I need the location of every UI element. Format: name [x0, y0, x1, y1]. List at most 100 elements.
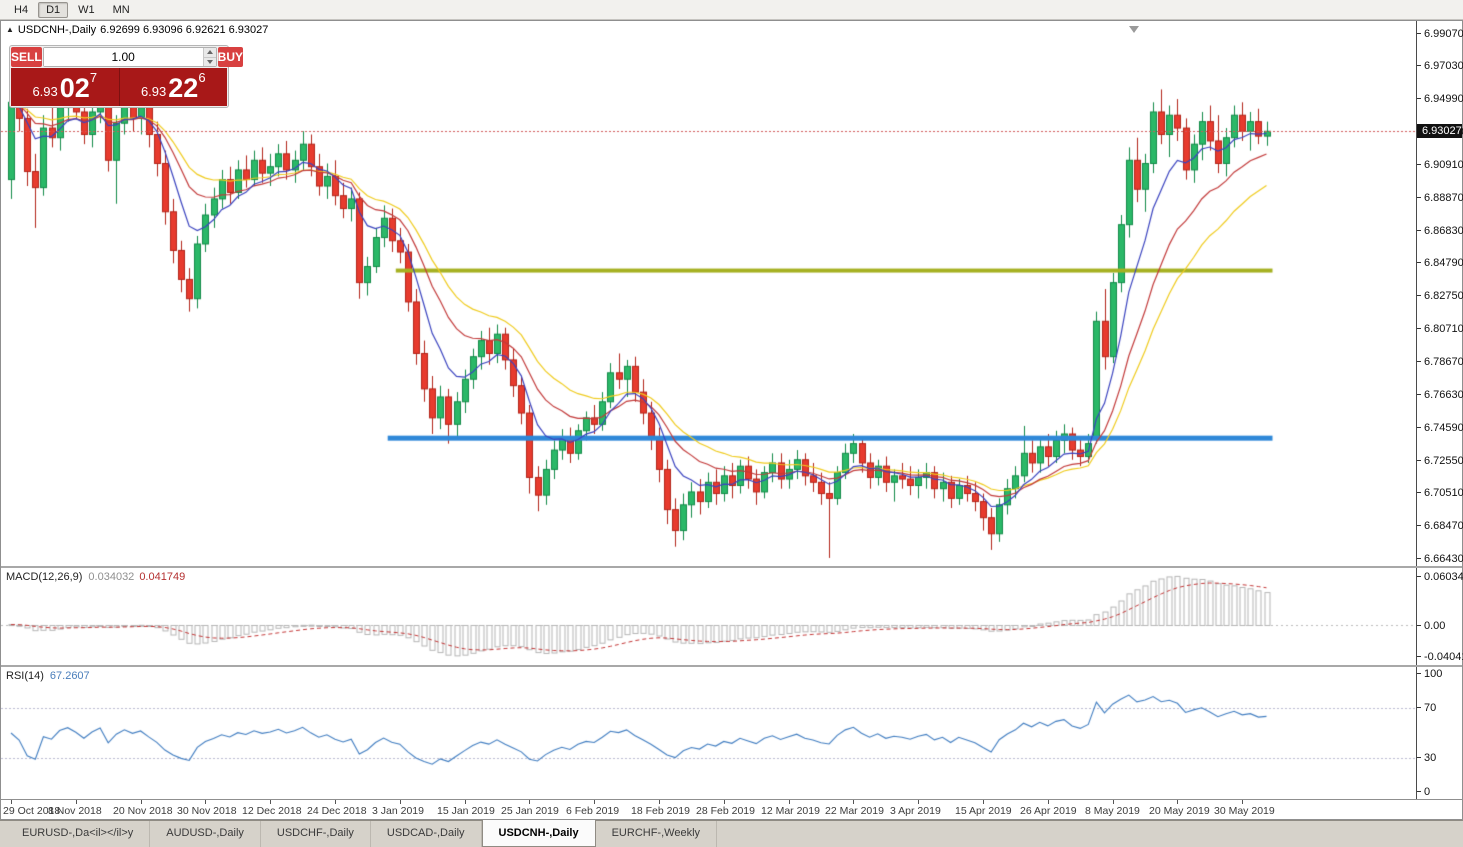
tab-audusd-daily[interactable]: AUDUSD-,Daily: [150, 821, 261, 847]
date-tick: [270, 800, 271, 804]
tab-usdcnh-daily[interactable]: USDCNH-,Daily: [481, 820, 596, 847]
date-axis[interactable]: 29 Oct 2018 8 Nov 2018 20 Nov 2018 30 Nov 2…: [1, 799, 1462, 819]
price-axis-label: 6.70510: [1417, 487, 1463, 499]
volume-spinner: [202, 48, 216, 66]
date-tick: [335, 800, 336, 804]
spinner-up-icon: [206, 50, 213, 55]
date-axis-label: 15 Jan 2019: [437, 805, 495, 817]
rsi-value: 67.2607: [49, 670, 90, 682]
macd-axis-label: 0.060342: [1417, 571, 1463, 583]
one-click-trade-panel: SELL BUY 6.93 02 7: [9, 45, 244, 108]
rsi-canvas[interactable]: [1, 667, 1416, 799]
tab-eurchf-weekly[interactable]: EURCHF-,Weekly: [596, 821, 718, 847]
date-tick: [1242, 800, 1243, 804]
buy-price[interactable]: 6.93 22 6: [119, 68, 227, 106]
date-tick: [594, 800, 595, 804]
date-tick: [400, 800, 401, 804]
date-axis-label: 30 May 2019: [1214, 805, 1275, 817]
tab-usdcad-daily[interactable]: USDCAD-,Daily: [371, 821, 482, 847]
macd-value: 0.034032: [88, 571, 135, 583]
macd-canvas[interactable]: [1, 568, 1416, 665]
spinner-down-icon: [206, 59, 213, 64]
sell-price-prefix: 6.93: [32, 84, 58, 99]
macd-axis[interactable]: 0.060342 0.00 -0.04041: [1416, 568, 1463, 665]
date-axis-labels: 29 Oct 2018 8 Nov 2018 20 Nov 2018 30 Nov 2…: [1, 800, 1416, 819]
price-axis-label: 6.78670: [1417, 356, 1463, 368]
macd-plot: MACD(12,26,9) 0.034032 0.041749: [1, 568, 1416, 665]
rsi-title-label: RSI(14): [6, 670, 44, 682]
date-axis-label: 26 Apr 2019: [1020, 805, 1077, 817]
chart-symbol-icon: ▲: [6, 25, 14, 34]
price-axis-label: 6.72550: [1417, 455, 1463, 467]
date-axis-label: 3 Apr 2019: [890, 805, 941, 817]
rsi-panel: RSI(14) 67.2607 100 70 30 0: [1, 667, 1462, 799]
sell-price-sup: 7: [89, 70, 98, 85]
date-axis-label: 6 Feb 2019: [566, 805, 620, 817]
date-tick: [724, 800, 725, 804]
price-axis-label: 6.76630: [1417, 389, 1463, 401]
panel-splitter[interactable]: [1, 665, 1462, 667]
rsi-title: RSI(14) 67.2607: [6, 670, 90, 682]
chart-shift-marker-icon: [1129, 26, 1139, 33]
date-axis-label: 8 Nov 2018: [48, 805, 102, 817]
price-axis-label: 6.80710: [1417, 323, 1463, 335]
date-tick: [659, 800, 660, 804]
date-axis-label: 3 Jan 2019: [372, 805, 424, 817]
date-axis-label: 12 Mar 2019: [761, 805, 820, 817]
price-axis-label: 6.86830: [1417, 225, 1463, 237]
price-axis-label: 6.97030: [1417, 60, 1463, 72]
volume-box: [42, 47, 217, 67]
timeframe-h4-button[interactable]: H4: [14, 3, 29, 16]
price-axis-label: 6.99070: [1417, 28, 1463, 40]
chart-tabbar: EURUSD-,Da<il></il>y AUDUSD-,Daily USDCH…: [0, 820, 1463, 847]
date-axis-label: 20 May 2019: [1149, 805, 1210, 817]
timeframe-d1-button[interactable]: D1: [38, 1, 69, 18]
buy-price-sup: 6: [198, 70, 206, 85]
price-axis[interactable]: 6.990706.970306.949906.929506.909106.888…: [1416, 21, 1463, 566]
volume-input[interactable]: [43, 48, 203, 66]
price-axis-label: 6.94990: [1417, 93, 1463, 105]
timeframe-w1-button[interactable]: W1: [78, 3, 95, 16]
rsi-axis-label: 100: [1417, 668, 1442, 680]
macd-axis-label: 0.00: [1417, 620, 1445, 632]
rsi-axis[interactable]: 100 70 30 0: [1416, 667, 1462, 799]
panel-splitter[interactable]: [1, 566, 1462, 568]
buy-button[interactable]: BUY: [217, 47, 244, 67]
price-axis-label: 6.88870: [1417, 192, 1463, 204]
sell-price-main: 02: [59, 73, 90, 103]
sell-price[interactable]: 6.93 02 7: [11, 68, 119, 106]
date-axis-label: 30 Nov 2018: [177, 805, 237, 817]
rsi-axis-label: 70: [1417, 702, 1436, 714]
date-tick: [983, 800, 984, 804]
price-axis-label: 6.90910: [1417, 159, 1463, 171]
tab-eurusd-daily[interactable]: EURUSD-,Da<il></il>y: [6, 821, 151, 847]
date-tick: [529, 800, 530, 804]
date-axis-label: 29 Oct 2018: [3, 805, 61, 817]
rsi-plot: RSI(14) 67.2607: [1, 667, 1416, 799]
date-axis-label: 24 Dec 2018: [307, 805, 367, 817]
price-axis-label: 6.74590: [1417, 422, 1463, 434]
timeframe-mn-button[interactable]: MN: [112, 3, 130, 16]
price-chart-plot: ▲ USDCNH-,Daily 6.92699 6.93096 6.92621 …: [1, 21, 1416, 566]
macd-title: MACD(12,26,9) 0.034032 0.041749: [6, 571, 185, 583]
date-axis-label: 20 Nov 2018: [113, 805, 173, 817]
date-tick: [11, 800, 12, 804]
main-chart-panel: ▲ USDCNH-,Daily 6.92699 6.93096 6.92621 …: [1, 21, 1463, 566]
macd-signal-value: 0.041749: [139, 571, 186, 583]
date-axis-label: 15 Apr 2019: [955, 805, 1012, 817]
date-tick: [1113, 800, 1114, 804]
date-tick: [141, 800, 142, 804]
current-price-tag: 6.93027: [1417, 123, 1462, 138]
volume-spinner-up[interactable]: [203, 48, 216, 57]
price-chart-canvas[interactable]: [1, 21, 1416, 566]
date-tick: [465, 800, 466, 804]
tab-usdchf-daily[interactable]: USDCHF-,Daily: [261, 821, 371, 847]
price-axis-label: 6.84790: [1417, 257, 1463, 269]
date-axis-corner: [1416, 800, 1462, 819]
date-tick: [853, 800, 854, 804]
chart-window: ▲ USDCNH-,Daily 6.92699 6.93096 6.92621 …: [0, 20, 1463, 820]
price-axis-label: 6.68470: [1417, 520, 1463, 532]
sell-button[interactable]: SELL: [11, 47, 42, 67]
date-axis-label: 22 Mar 2019: [825, 805, 884, 817]
volume-spinner-down[interactable]: [203, 56, 216, 66]
